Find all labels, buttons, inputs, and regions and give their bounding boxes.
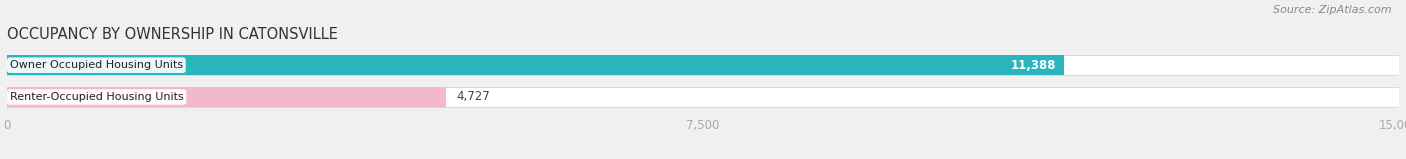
- Text: 4,727: 4,727: [457, 90, 491, 104]
- Bar: [7, 55, 1064, 75]
- Bar: [7, 87, 446, 107]
- Text: Source: ZipAtlas.com: Source: ZipAtlas.com: [1274, 5, 1392, 15]
- Text: OCCUPANCY BY OWNERSHIP IN CATONSVILLE: OCCUPANCY BY OWNERSHIP IN CATONSVILLE: [7, 27, 337, 42]
- Text: Owner Occupied Housing Units: Owner Occupied Housing Units: [10, 60, 183, 70]
- Bar: [7, 55, 1399, 75]
- Bar: [7, 87, 1399, 107]
- Text: Renter-Occupied Housing Units: Renter-Occupied Housing Units: [10, 92, 184, 102]
- Text: 11,388: 11,388: [1011, 59, 1056, 72]
